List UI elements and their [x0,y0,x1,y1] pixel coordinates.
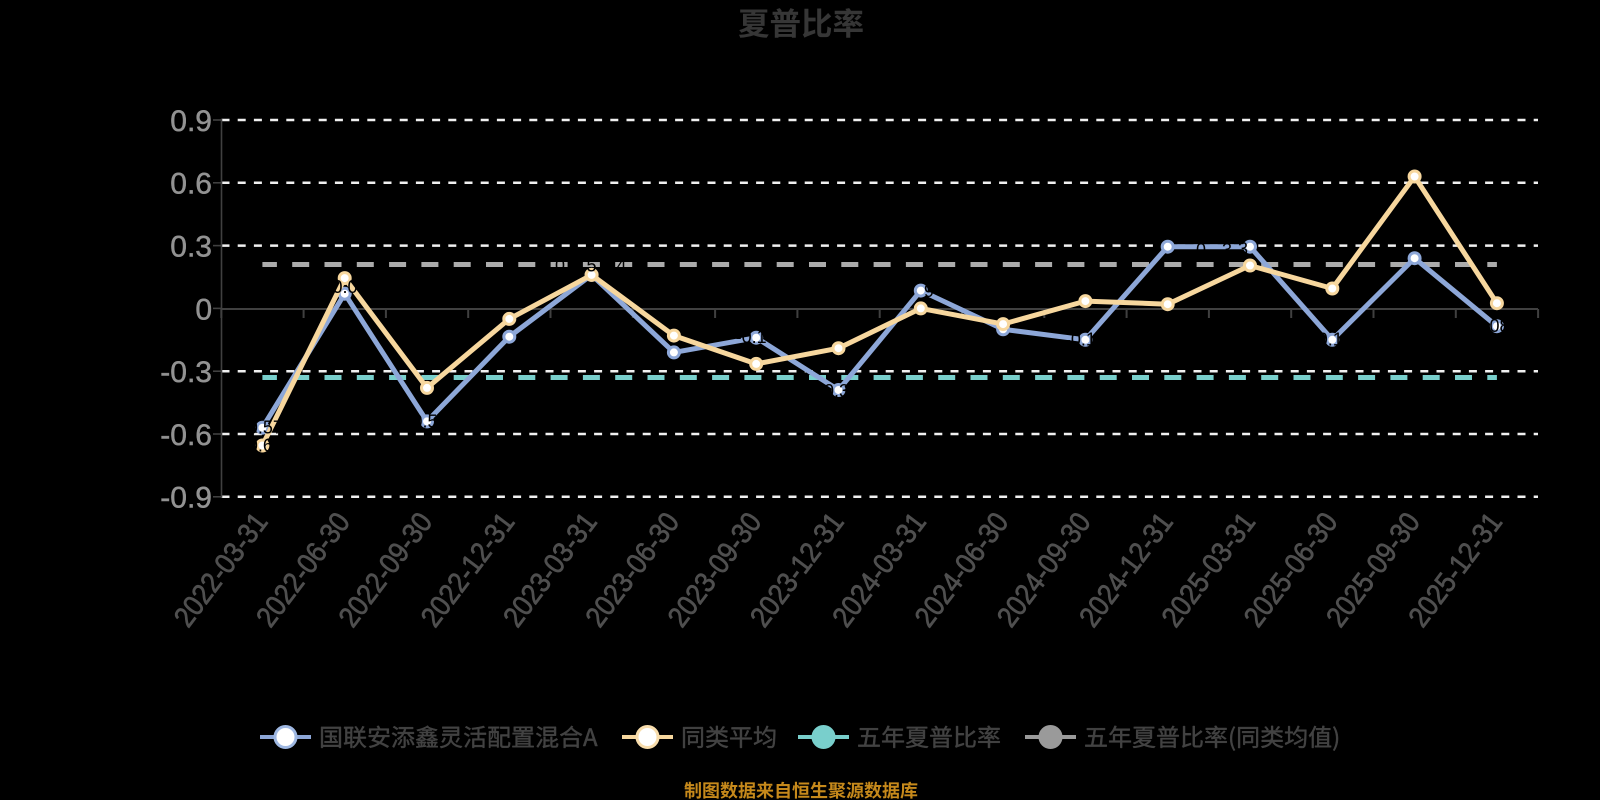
svg-text:0.9: 0.9 [170,105,212,138]
svg-text:0.6: 0.6 [170,168,212,201]
svg-text:-0.65: -0.65 [242,436,283,456]
svg-text:-0.6: -0.6 [160,419,212,452]
svg-text:-0.3: -0.3 [160,356,212,389]
svg-text:-0.14: -0.14 [736,327,777,347]
svg-text:-0.39: -0.39 [818,381,859,401]
svg-text:9: 9 [924,281,934,301]
svg-text:-0.15: -0.15 [1312,330,1353,350]
svg-text:0: 0 [555,256,565,276]
svg-text:-0.15: -0.15 [1065,330,1106,350]
svg-text:0.07: 0.07 [332,277,367,297]
svg-text:5: 5 [587,256,597,276]
svg-text:-0.9: -0.9 [160,482,212,515]
svg-text:-0.54: -0.54 [406,412,447,432]
svg-text:3: 3 [1222,240,1232,260]
svg-text:0: 0 [195,293,212,326]
svg-text:0: 0 [1196,240,1206,260]
svg-text:3: 3 [1238,239,1248,259]
svg-text:-0.08: -0.08 [1468,316,1509,336]
svg-text:0.3: 0.3 [170,231,212,264]
svg-text:4: 4 [617,256,627,276]
svg-text:-0.57: -0.57 [242,418,283,438]
